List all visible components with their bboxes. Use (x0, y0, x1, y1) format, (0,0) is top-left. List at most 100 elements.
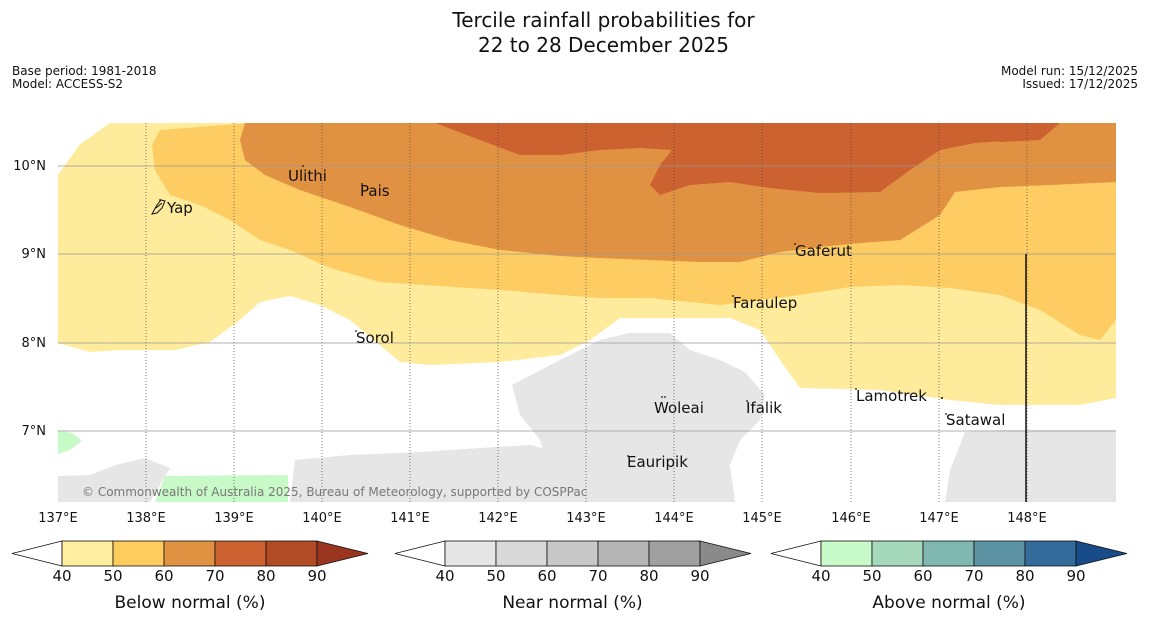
place-marker (159, 199, 161, 201)
colorbar-segment (61, 540, 114, 567)
colorbar-tick-label: 50 (486, 567, 505, 585)
colorbar-segment (444, 540, 497, 567)
colorbar: 40 50 60 70 80 90 (770, 540, 1128, 585)
colorbar-over-arrow (699, 540, 752, 567)
place-label: Gaferut (795, 242, 852, 260)
colorbar-segment (597, 540, 650, 567)
place-label: Sorol (356, 329, 394, 347)
meta-left: Base period: 1981-2018 Model: ACCESS-S2 (12, 65, 157, 91)
place-marker (664, 396, 666, 398)
place-label: Lamotrek (856, 387, 927, 405)
longitude-tick-label: 144°E (654, 511, 694, 526)
above-normal-40-region-west (58, 430, 82, 454)
colorbar: 40 50 60 70 80 90 (394, 540, 752, 585)
map-grid (58, 123, 1116, 502)
colorbar-tick-label: 80 (256, 567, 275, 585)
near-normal-40-region-east (945, 430, 1116, 502)
place-marker (361, 183, 363, 185)
colorbar-tick-label: 90 (690, 567, 709, 585)
colorbar-tick-label: 70 (205, 567, 224, 585)
base-period: Base period: 1981-2018 (12, 64, 157, 78)
colorbar-segment (214, 540, 267, 567)
colorbar-tick-label: 80 (1015, 567, 1034, 585)
colorbars: 40 50 60 70 80 90 40 50 60 70 80 90 40 50 60 70 80 90 (11, 540, 1128, 585)
colorbar-tick-label: 60 (537, 567, 556, 585)
longitude-tick-label: 139°E (214, 511, 254, 526)
place-marker (855, 388, 857, 390)
place-marker (945, 413, 947, 415)
colorbar-tick-label: 70 (588, 567, 607, 585)
longitude-tick-label: 142°E (478, 511, 518, 526)
place-label: Yap (166, 199, 193, 217)
place-marker (746, 400, 748, 402)
place-labels: Ulithi Pais Yap Gaferut Faraulep Sorol Lamotre… (159, 165, 1005, 471)
colorbar-under-arrow (770, 540, 822, 567)
place-marker (355, 330, 357, 332)
colorbar-segment (1024, 540, 1077, 567)
colorbar-tick-label: 50 (862, 567, 881, 585)
longitude-tick-label: 145°E (742, 511, 782, 526)
place-label: Eauripik (627, 453, 688, 471)
colorbar-segment (871, 540, 924, 567)
place-label: Pais (360, 182, 390, 200)
meta-right: Model run: 15/12/2025 Issued: 17/12/2025 (1001, 65, 1138, 91)
place-label: Faraulep (733, 294, 797, 312)
place-label: Woleai (654, 399, 704, 417)
colorbar-segment (973, 540, 1026, 567)
colorbar-segment (495, 540, 548, 567)
colorbar-segment (922, 540, 975, 567)
longitude-tick-label: 148°E (1007, 511, 1047, 526)
title-line-1: Tercile rainfall probabilities for (452, 8, 755, 32)
latitude-tick-label: 7°N (22, 424, 47, 439)
colorbar-tick-label: 40 (811, 567, 830, 585)
colorbar-segment (648, 540, 701, 567)
chart-title: Tercile rainfall probabilities for 22 to… (0, 8, 1150, 58)
colorbar-tick-label: 80 (639, 567, 658, 585)
near-normal-40-region-southwest (58, 458, 170, 502)
near-normal-40-region (512, 333, 765, 502)
colorbar-segment (265, 540, 318, 567)
title-line-2: 22 to 28 December 2025 (477, 33, 729, 57)
colorbar-under-arrow (394, 540, 446, 567)
place-marker (661, 396, 663, 398)
longitude-tick-label: 147°E (919, 511, 959, 526)
colorbar-label-near: Near normal (%) (502, 593, 643, 613)
copyright-text: © Commonwealth of Australia 2025, Bureau… (82, 485, 587, 499)
model-name: Model: ACCESS-S2 (12, 77, 124, 91)
place-marker (732, 295, 734, 297)
latitude-labels: 10°N 9°N 8°N 7°N (13, 159, 46, 439)
colorbar-tick-label: 90 (307, 567, 326, 585)
colorbar-tick-label: 70 (964, 567, 983, 585)
latitude-tick-label: 9°N (22, 247, 47, 262)
latitude-tick-label: 8°N (22, 336, 47, 351)
colorbar-segment (112, 540, 165, 567)
colorbar-label-above: Above normal (%) (872, 593, 1026, 613)
place-marker (794, 243, 796, 245)
longitude-tick-label: 138°E (126, 511, 166, 526)
longitude-labels: 137°E 138°E 139°E 140°E 141°E 142°E 143°E 144°E… (38, 511, 1047, 526)
yap-island-shape (151, 199, 166, 215)
colorbar-tick-label: 90 (1066, 567, 1085, 585)
white-corner-region (58, 123, 110, 160)
colorbar-segment (546, 540, 599, 567)
colorbar-over-arrow (1075, 540, 1128, 567)
colorbar-tick-label: 40 (52, 567, 71, 585)
colorbar-label-below: Below normal (%) (114, 593, 266, 613)
colorbar: 40 50 60 70 80 90 (11, 540, 369, 585)
colorbar-segment (820, 540, 873, 567)
model-run: Model run: 15/12/2025 (1000, 64, 1138, 78)
longitude-tick-label: 146°E (831, 511, 871, 526)
near-normal-40-region-south (290, 445, 570, 502)
longitude-tick-label: 137°E (38, 511, 78, 526)
below-normal-70-region (435, 123, 1060, 195)
colorbar-under-arrow (11, 540, 63, 567)
place-label: Ifalik (746, 399, 782, 417)
longitude-tick-label: 141°E (390, 511, 430, 526)
longitude-tick-label: 143°E (566, 511, 606, 526)
longitude-tick-label: 140°E (302, 511, 342, 526)
place-label: Ulithi (288, 167, 327, 185)
colorbar-tick-label: 60 (913, 567, 932, 585)
below-normal-70-region-east (975, 123, 1116, 142)
above-normal-40-region (155, 475, 288, 502)
